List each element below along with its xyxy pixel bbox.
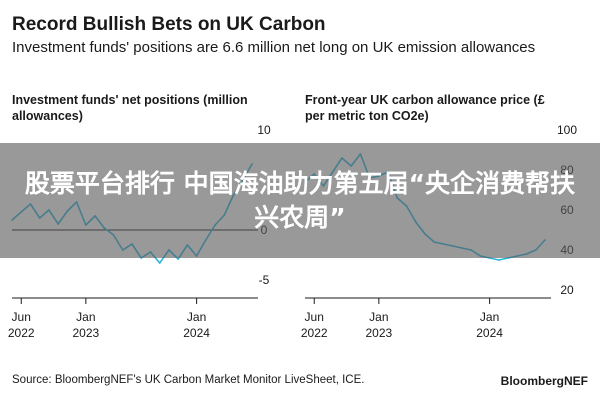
x-tick-label-1-1: Jan [369, 310, 388, 324]
overlay-text: 股票平台排行 中国海油助力第五届“央企消费帮扶兴农周” [24, 168, 576, 232]
x-tick-label-0-0: Jun [12, 310, 31, 324]
x-tick-year-0-1: 2023 [72, 326, 99, 340]
chart-title: Record Bullish Bets on UK Carbon [12, 14, 326, 35]
y-tick-label-0-2: -5 [259, 273, 270, 287]
x-tick-label-1-2: Jan [480, 310, 499, 324]
x-tick-year-1-2: 2024 [476, 326, 503, 340]
brand-logo-text: BloombergNEF [500, 374, 588, 388]
right-panel-title: Front-year UK carbon allowance price (£ … [305, 93, 545, 123]
x-tick-year-1-1: 2023 [365, 326, 392, 340]
y-tick-label-0-0: 10 [257, 123, 271, 137]
y-tick-label-1-4: 20 [560, 283, 574, 297]
y-tick-label-1-0: 100 [557, 123, 577, 137]
overlay-banner: 股票平台排行 中国海油助力第五届“央企消费帮扶兴农周” [0, 143, 600, 258]
x-tick-year-1-0: 2022 [301, 326, 328, 340]
x-tick-label-1-0: Jun [305, 310, 324, 324]
chart-subtitle: Investment funds' positions are 6.6 mill… [12, 39, 536, 56]
source-note: Source: BloombergNEF's UK Carbon Market … [12, 374, 365, 386]
left-panel-title: Investment funds' net positions (million… [12, 93, 248, 123]
x-tick-label-0-2: Jan [187, 310, 206, 324]
data-point-0-18 [177, 258, 180, 260]
data-point-1-21 [497, 259, 500, 261]
x-tick-label-0-1: Jan [76, 310, 95, 324]
x-tick-year-0-2: 2024 [183, 326, 210, 340]
data-point-0-16 [158, 262, 161, 264]
x-tick-year-0-0: 2022 [8, 326, 35, 340]
